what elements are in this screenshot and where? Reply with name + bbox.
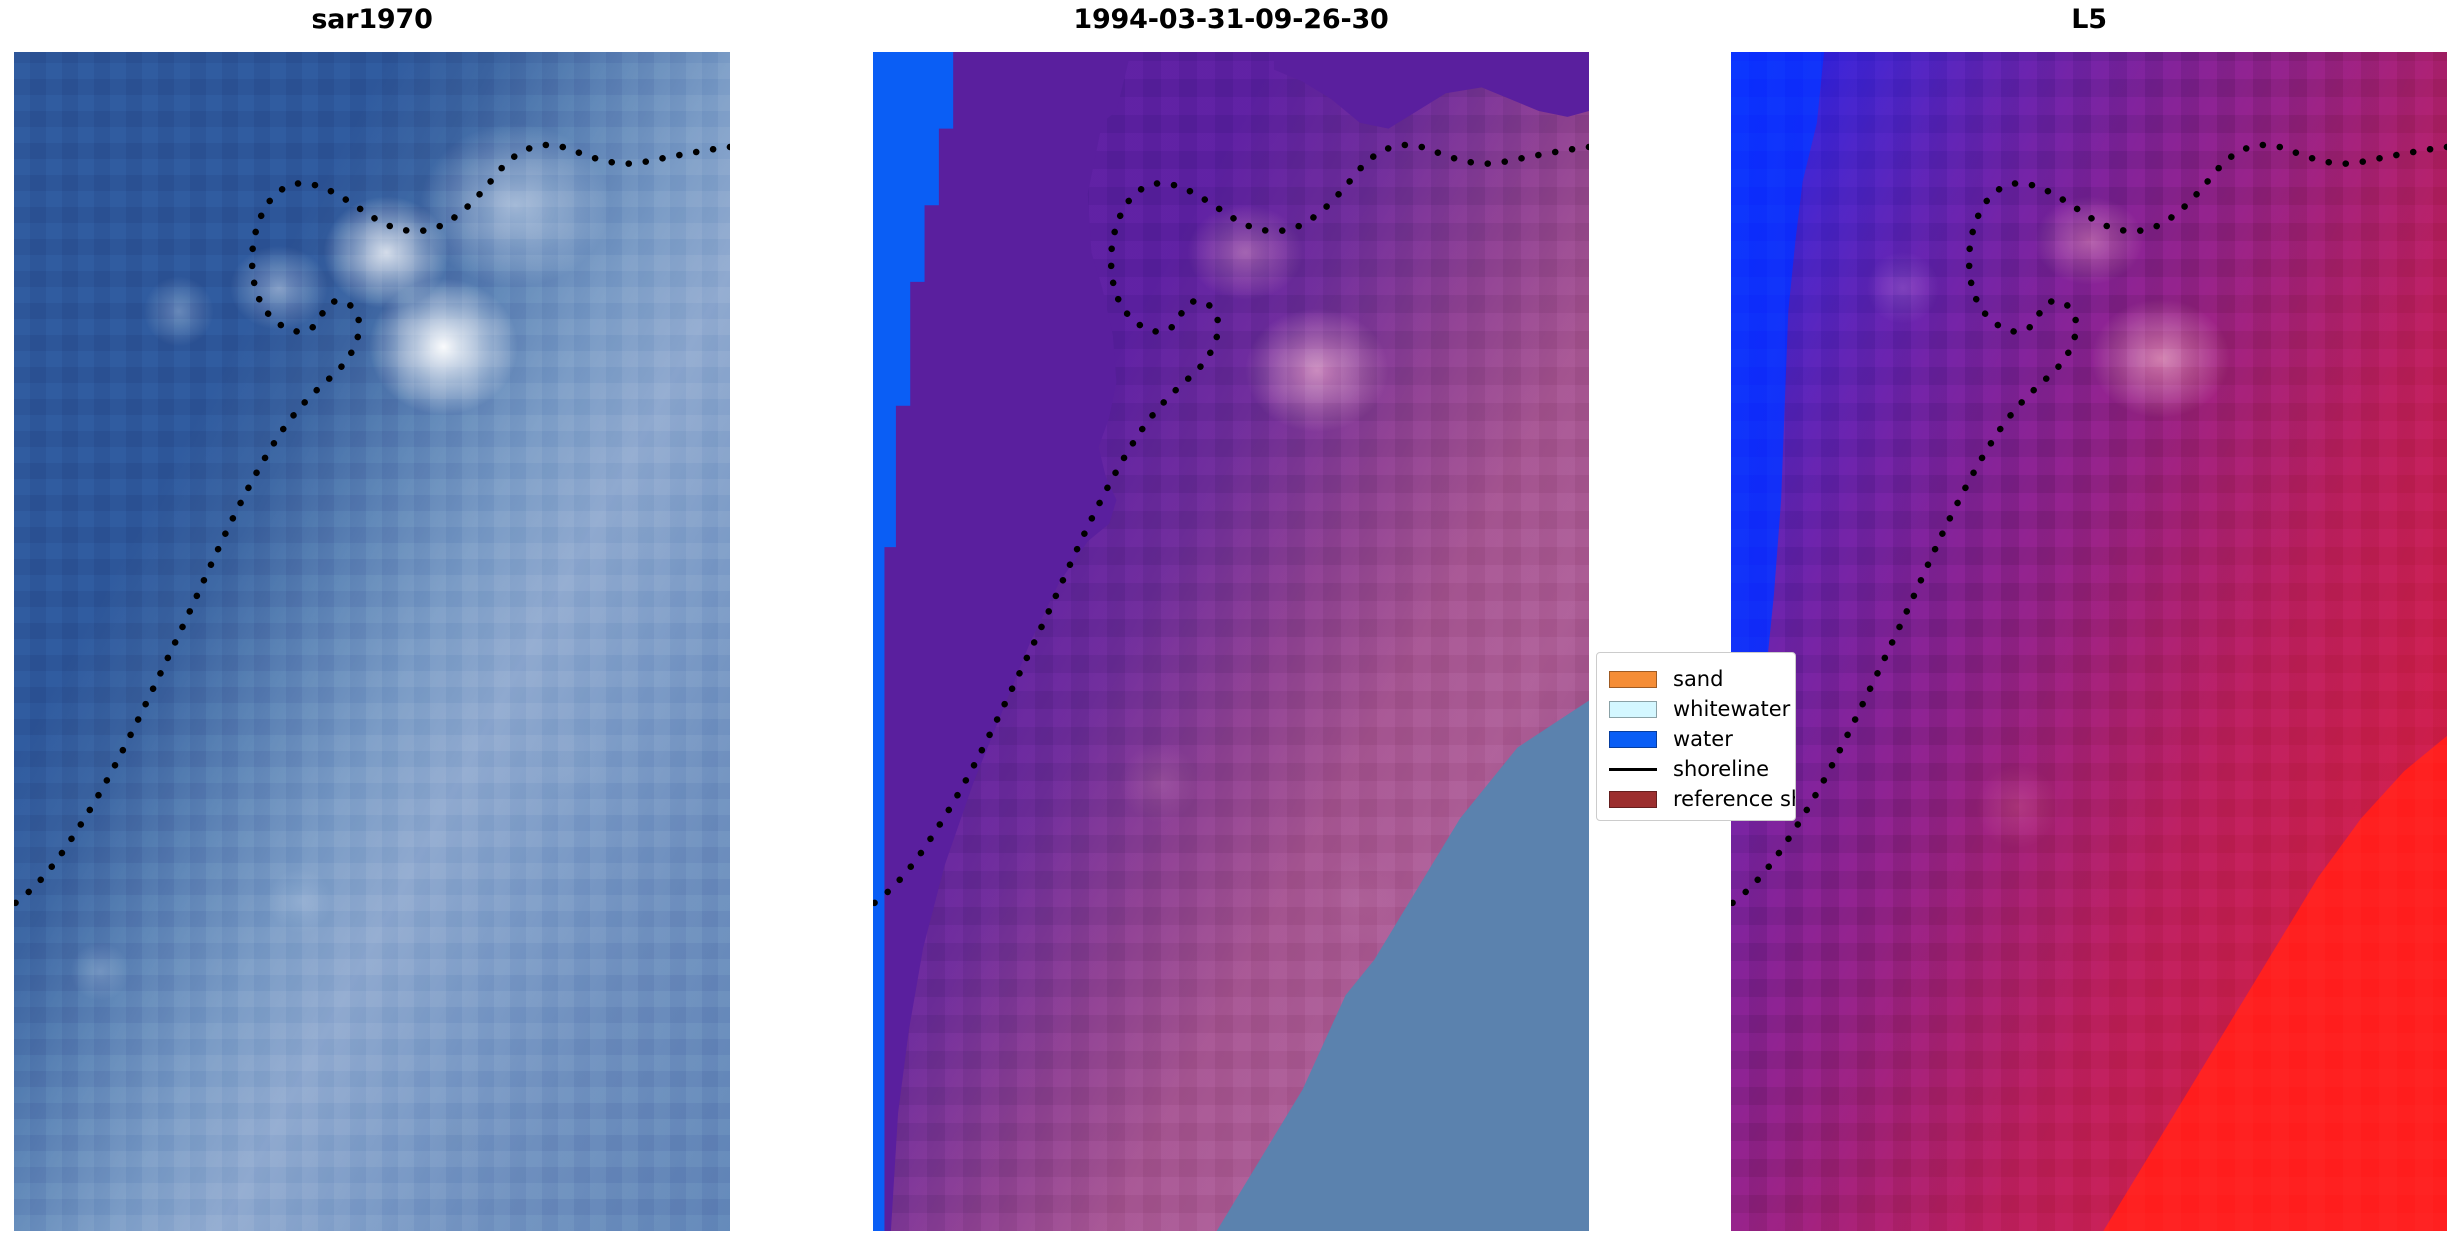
color-swatch-icon [1609,730,1657,748]
panel-title-sar1970: sar1970 [311,4,433,35]
panel-l5[interactable] [1731,52,2447,1231]
legend-label: shoreline [1673,756,1770,781]
panel-title-l5: L5 [2071,4,2107,35]
sar1970-image [14,52,730,1231]
l5-image [1731,52,2447,1231]
legend-label: water [1673,726,1733,751]
panel-classified-scene[interactable] [873,52,1589,1231]
panel-title-scene-date: 1994-03-31-09-26-30 [1073,4,1389,35]
legend-box: sand whitewater water shoreline referenc… [1596,652,1796,821]
l5-texture-layer [1731,52,2447,1231]
legend-label: reference shoreline [1673,786,1795,811]
legend-item-shoreline: shoreline [1597,754,1795,784]
legend-item-whitewater: whitewater [1597,694,1795,724]
legend-item-water: water [1597,724,1795,754]
legend-label: sand [1673,666,1724,691]
panel-sar1970[interactable] [14,52,730,1231]
line-sample-icon [1609,767,1657,771]
legend-item-sand: sand [1597,664,1795,694]
legend-item-reference-shoreline: reference shoreline [1597,784,1795,814]
legend-label: whitewater [1673,696,1791,721]
color-swatch-icon [1609,700,1657,718]
color-swatch-icon [1609,670,1657,688]
color-swatch-icon [1609,790,1657,808]
classified-scene-image [873,52,1589,1231]
sar-speckle-layer [14,52,730,1231]
